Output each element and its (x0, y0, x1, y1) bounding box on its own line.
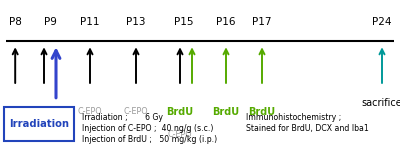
Text: P24: P24 (372, 17, 392, 27)
Text: P9: P9 (44, 17, 56, 27)
Text: P11: P11 (80, 17, 100, 27)
Text: Stained for BrdU, DCX and Iba1: Stained for BrdU, DCX and Iba1 (246, 124, 369, 133)
Text: Irradiation ;       6 Gy: Irradiation ; 6 Gy (82, 113, 163, 122)
Text: Injection of C-EPO ;  40 ng/g (s.c.): Injection of C-EPO ; 40 ng/g (s.c.) (82, 124, 213, 133)
Text: P17: P17 (252, 17, 272, 27)
Text: BrdU: BrdU (166, 107, 194, 117)
Text: Injection of BrdU ;   50 mg/kg (i.p.): Injection of BrdU ; 50 mg/kg (i.p.) (82, 135, 217, 144)
Text: C-EPO: C-EPO (168, 130, 192, 139)
Text: C-EPO: C-EPO (78, 107, 102, 116)
Text: C-EPO: C-EPO (3, 107, 28, 116)
Text: P8: P8 (9, 17, 22, 27)
Text: C-EPO: C-EPO (32, 107, 56, 116)
Text: P13: P13 (126, 17, 146, 27)
Text: BrdU: BrdU (212, 107, 240, 117)
Text: C-EPO: C-EPO (124, 107, 148, 116)
Text: Immunohistochemistry ;: Immunohistochemistry ; (246, 113, 341, 122)
Text: BrdU: BrdU (248, 107, 276, 117)
Text: P15: P15 (174, 17, 194, 27)
Text: sacrifice: sacrifice (362, 98, 400, 108)
FancyBboxPatch shape (4, 107, 74, 141)
Text: Irradiation: Irradiation (9, 119, 69, 129)
Text: P16: P16 (216, 17, 236, 27)
